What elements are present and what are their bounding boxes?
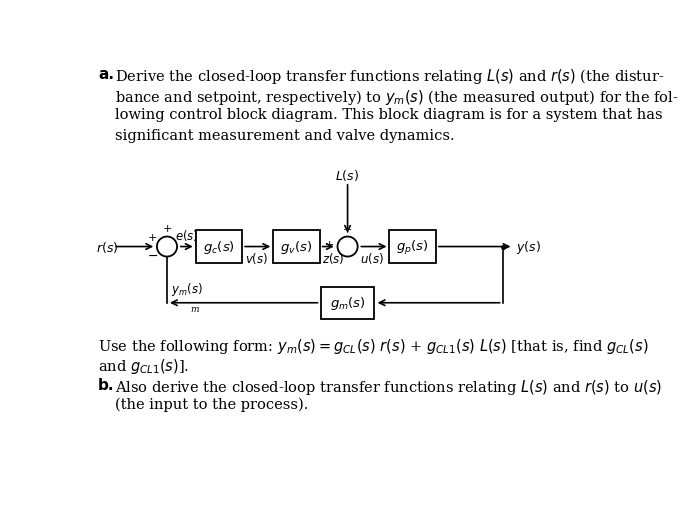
Text: $z(s)$: $z(s)$ (322, 251, 345, 266)
Text: $g_v(s)$: $g_v(s)$ (280, 239, 312, 256)
Bar (196, 231, 242, 263)
Text: $g_m(s)$: $g_m(s)$ (329, 295, 366, 312)
Text: $r(s)$: $r(s)$ (97, 240, 119, 254)
Circle shape (157, 237, 177, 257)
Text: Use the following form: $y_m(s) = g_{CL}(s)$ $r(s)$ + $g_{CL1}(s)$ $L(s)$ [that : Use the following form: $y_m(s) = g_{CL}… (98, 336, 649, 355)
Text: $g_c(s)$: $g_c(s)$ (203, 239, 235, 256)
Text: +: + (343, 225, 352, 235)
Text: and $g_{CL1}(s)$].: and $g_{CL1}(s)$]. (98, 357, 189, 376)
Bar (321, 287, 374, 319)
Text: $e(s)$: $e(s)$ (175, 228, 199, 242)
Text: bance and setpoint, respectively) to $y_m(s)$ (the measured output) for the fol-: bance and setpoint, respectively) to $y_… (115, 88, 679, 106)
Text: (the input to the process).: (the input to the process). (115, 398, 308, 412)
Bar (273, 231, 320, 263)
Text: $u(s)$: $u(s)$ (360, 251, 384, 266)
Text: $v(s)$: $v(s)$ (245, 251, 269, 266)
Text: $-$: $-$ (147, 248, 158, 262)
Text: +: + (325, 240, 334, 250)
Text: $L(s)$: $L(s)$ (336, 167, 360, 183)
Text: +: + (147, 233, 157, 242)
Text: a.: a. (98, 67, 114, 82)
Circle shape (338, 237, 358, 257)
Text: m: m (190, 304, 199, 313)
Text: $y_m(s)$: $y_m(s)$ (171, 281, 203, 298)
Text: $y(s)$: $y(s)$ (516, 239, 540, 256)
Text: b.: b. (98, 377, 114, 392)
Text: $g_p(s)$: $g_p(s)$ (397, 238, 429, 256)
Text: significant measurement and valve dynamics.: significant measurement and valve dynami… (115, 128, 455, 143)
Text: Derive the closed-loop transfer functions relating $L(s)$ and $r(s)$ (the distur: Derive the closed-loop transfer function… (115, 67, 664, 86)
Text: lowing control block diagram. This block diagram is for a system that has: lowing control block diagram. This block… (115, 108, 662, 122)
Text: +: + (162, 224, 172, 234)
Text: Also derive the closed-loop transfer functions relating $L(s)$ and $r(s)$ to $u(: Also derive the closed-loop transfer fun… (115, 377, 662, 396)
Bar (390, 231, 436, 263)
